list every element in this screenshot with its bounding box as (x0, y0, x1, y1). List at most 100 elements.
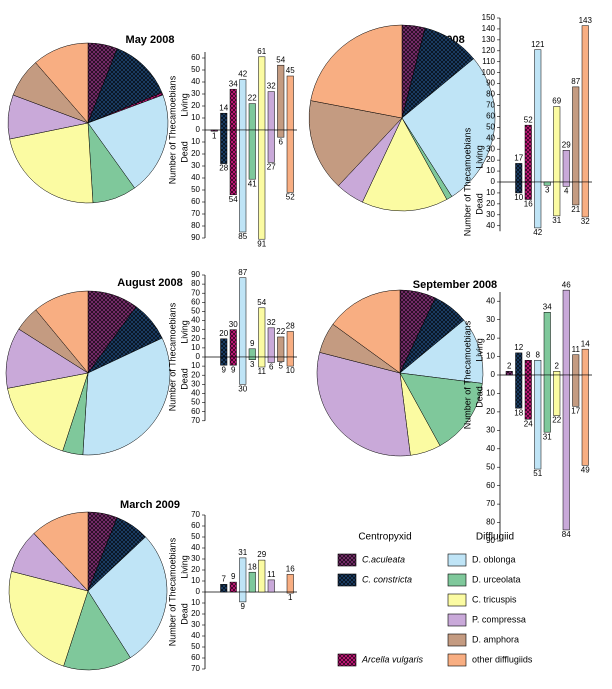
value-label: 18 (514, 408, 523, 417)
bar-living (229, 581, 237, 593)
y-axis-label: Number of Thecamoebians (167, 537, 177, 646)
y-tick-label: 30 (486, 210, 495, 219)
bar-dead (229, 129, 237, 196)
y-tick-label: 30 (191, 89, 200, 98)
y-tick-label: 40 (191, 631, 200, 640)
bar-living (562, 289, 570, 376)
legend-label: D. oblonga (472, 554, 516, 564)
bar-living (267, 327, 275, 358)
y-tick-label: 20 (191, 370, 200, 379)
pie-slice (82, 337, 171, 456)
bar-dead (210, 129, 218, 132)
legend-swatch (447, 573, 467, 587)
value-label: 31 (543, 432, 552, 441)
pie-slice (308, 100, 403, 187)
bar-dead (515, 181, 523, 194)
panel-title: September 2008 (413, 279, 497, 291)
legend-label: C. constricta (362, 574, 412, 584)
bar-dead (562, 181, 570, 187)
value-label: 29 (257, 550, 266, 559)
bar-dead (543, 374, 551, 433)
y-tick-label: 110 (482, 57, 495, 66)
y-tick-label: 10 (191, 137, 200, 146)
y-tick-label: 80 (191, 279, 200, 288)
bar-living (581, 25, 589, 183)
panel-title: May 2008 (126, 34, 175, 46)
y-tick-label: 50 (191, 65, 200, 74)
y-tick-label: 40 (191, 316, 200, 325)
value-label: 22 (552, 416, 561, 425)
bar-dead (534, 181, 542, 229)
bar-living (239, 557, 247, 593)
living-label: Living (474, 338, 484, 362)
y-tick-label: 20 (486, 199, 495, 208)
value-label: 21 (571, 205, 580, 214)
value-label: 42 (238, 70, 247, 79)
y-tick-label: 100 (482, 68, 496, 77)
legend-group: Centropyxid (358, 532, 411, 543)
value-label: 16 (524, 200, 533, 209)
value-label: 2 (555, 361, 560, 370)
value-label: 1 (288, 593, 293, 602)
legend-label: D. urceolata (472, 574, 521, 584)
value-label: 29 (562, 140, 571, 149)
value-label: 54 (276, 55, 285, 64)
bar-living (286, 75, 294, 131)
y-tick-label: 10 (191, 598, 200, 607)
dead-label: Dead (179, 368, 189, 390)
value-label: 30 (238, 384, 247, 393)
y-tick-label: 10 (486, 389, 495, 398)
bar-dead (286, 129, 294, 193)
y-tick-label: 40 (486, 444, 495, 453)
y-tick-label: 10 (486, 166, 495, 175)
bar-dead (286, 591, 294, 594)
bar-dead (562, 374, 570, 531)
bar-living (543, 312, 551, 376)
bar-living (553, 106, 561, 183)
bar-living (258, 307, 266, 358)
bar-dead (220, 129, 228, 164)
y-tick-label: 20 (191, 565, 200, 574)
value-label: 24 (524, 419, 533, 428)
value-label: 17 (571, 406, 580, 415)
panel-title: March 2009 (120, 499, 180, 511)
value-label: 49 (581, 465, 590, 474)
y-tick-label: 60 (191, 53, 200, 62)
y-tick-label: 30 (191, 620, 200, 629)
bar-living (248, 571, 256, 593)
value-label: 9 (241, 602, 246, 611)
bar-living (258, 56, 266, 131)
y-tick-label: 10 (486, 352, 495, 361)
value-label: 11 (267, 570, 276, 579)
y-tick-label: 90 (191, 270, 200, 279)
y-tick-label: 60 (191, 297, 200, 306)
legend-swatch (337, 573, 357, 587)
bar-dead (581, 374, 589, 466)
value-label: 14 (581, 339, 590, 348)
bar-living (267, 91, 275, 131)
y-tick-label: 90 (486, 79, 495, 88)
y-tick-label: 70 (486, 499, 495, 508)
value-label: 2 (507, 361, 512, 370)
y-tick-label: 60 (191, 197, 200, 206)
y-tick-label: 60 (486, 481, 495, 490)
y-tick-label: 0 (196, 125, 201, 134)
value-label: 11 (258, 367, 267, 376)
y-tick-label: 30 (191, 554, 200, 563)
y-tick-label: 10 (191, 361, 200, 370)
y-tick-label: 50 (191, 185, 200, 194)
y-tick-label: 30 (486, 315, 495, 324)
value-label: 1 (212, 131, 217, 140)
value-label: 16 (286, 565, 295, 574)
y-tick-label: 30 (191, 161, 200, 170)
bar-living (572, 354, 580, 376)
bar-dead (553, 181, 561, 217)
value-label: 22 (248, 94, 257, 103)
y-tick-label: 70 (191, 209, 200, 218)
y-tick-label: 130 (482, 35, 496, 44)
legend-label: other difflugiids (472, 654, 533, 664)
bar-living (258, 559, 266, 593)
bar-living (553, 371, 561, 376)
y-tick-label: 50 (191, 642, 200, 651)
value-label: 45 (286, 66, 295, 75)
